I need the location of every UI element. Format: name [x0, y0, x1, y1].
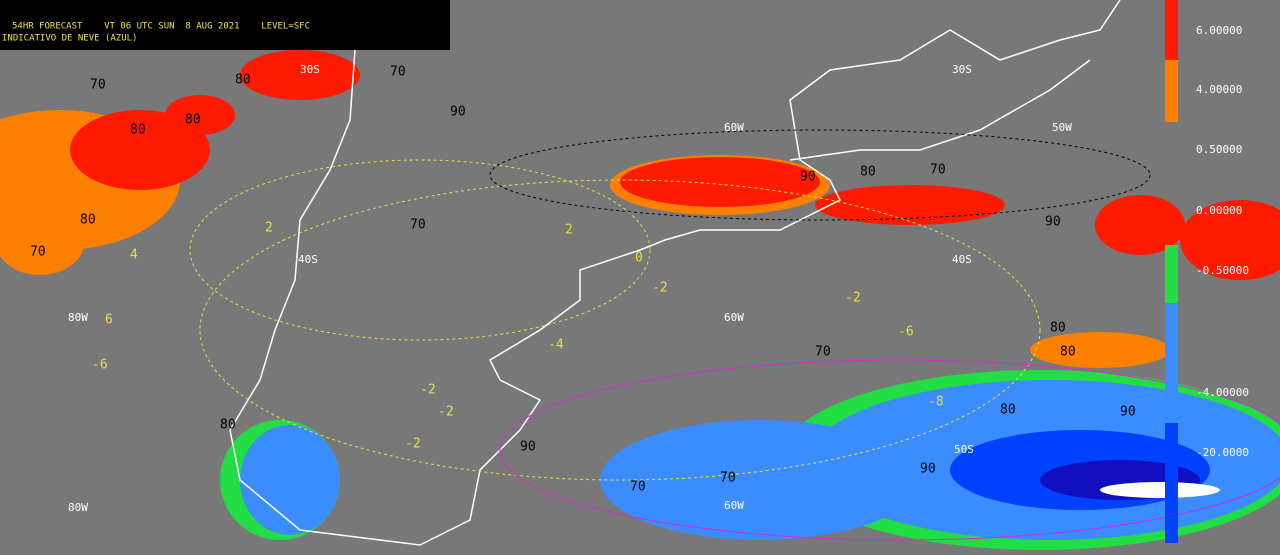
grid-label: 40S	[952, 253, 972, 266]
contour-label: 90	[450, 105, 466, 120]
contour-label: 80	[80, 213, 96, 228]
contour-label: 90	[800, 170, 816, 185]
contour-label: -2	[405, 437, 421, 452]
colorbar-label: -0.50000	[1196, 264, 1249, 277]
colorbar-swatch	[1165, 245, 1178, 303]
contour-label: 90	[520, 440, 536, 455]
header-line: 54HR FORECAST VT 06 UTC SUN 8 AUG 2021 L…	[12, 22, 310, 32]
contour-label: 6	[105, 313, 113, 328]
grid-label: 60W	[724, 311, 744, 324]
contour-label: 2	[265, 221, 273, 236]
contour-label: 90	[920, 462, 936, 477]
contour-label: 70	[30, 245, 46, 260]
colorbar-swatch	[1165, 303, 1178, 423]
colorbar-swatch	[1165, 423, 1178, 543]
contour-label: 80	[1000, 403, 1016, 418]
contour-label: -6	[898, 325, 914, 340]
contour-label: 80	[1060, 345, 1076, 360]
header-box	[0, 0, 450, 50]
contour-label: -2	[420, 383, 436, 398]
grid-label: 80W	[68, 501, 88, 514]
contour-label: 70	[930, 163, 946, 178]
colorbar-label: -20.0000	[1196, 446, 1249, 459]
contour-label: 80	[130, 123, 146, 138]
grid-label: 80W	[68, 311, 88, 324]
grid-label: 50W	[1052, 121, 1072, 134]
contour-label: 70	[390, 65, 406, 80]
contour-label: 0	[635, 251, 643, 266]
contour-label: -2	[845, 291, 861, 306]
contour-label: -8	[928, 395, 944, 410]
contour-label: 80	[220, 418, 236, 433]
contour-label: 70	[630, 480, 646, 495]
grid-label: 60W	[724, 121, 744, 134]
contour-label: 70	[90, 78, 106, 93]
contour-label: 90	[1045, 215, 1061, 230]
colorbar-label: 0.50000	[1196, 143, 1242, 156]
contour-label: -2	[652, 281, 668, 296]
contour-label: 80	[235, 73, 251, 88]
contour-label: 80	[1050, 321, 1066, 336]
contour-label: 80	[860, 165, 876, 180]
colorbar-label: 4.00000	[1196, 83, 1242, 96]
contour-label: 70	[720, 471, 736, 486]
header-line: INDICATIVO DE NEVE (AZUL)	[2, 34, 137, 44]
contour-label: -2	[438, 405, 454, 420]
coastline	[229, 0, 1121, 546]
contour-label: 70	[815, 345, 831, 360]
grid-label: 50S	[954, 443, 974, 456]
colorbar-label: 0.00000	[1196, 204, 1242, 217]
contour-label: -6	[92, 358, 108, 373]
colorbar-swatch	[1165, 0, 1178, 60]
grid-label: 30S	[300, 63, 320, 76]
contours	[189, 129, 1280, 541]
contour-label: 90	[1120, 405, 1136, 420]
grid-label: 40S	[298, 253, 318, 266]
contour-label: 70	[410, 218, 426, 233]
contour-label: -4	[548, 338, 564, 353]
contour-label: 2	[565, 223, 573, 238]
colorbar-label: -4.00000	[1196, 386, 1249, 399]
colorbar-label: 6.00000	[1196, 24, 1242, 37]
grid-label: 30S	[952, 63, 972, 76]
colorbar-swatch	[1165, 60, 1178, 122]
grid-label: 60W	[724, 499, 744, 512]
contour-label: 4	[130, 248, 138, 263]
contour-label: 80	[185, 113, 201, 128]
precip-fields	[0, 50, 1280, 550]
